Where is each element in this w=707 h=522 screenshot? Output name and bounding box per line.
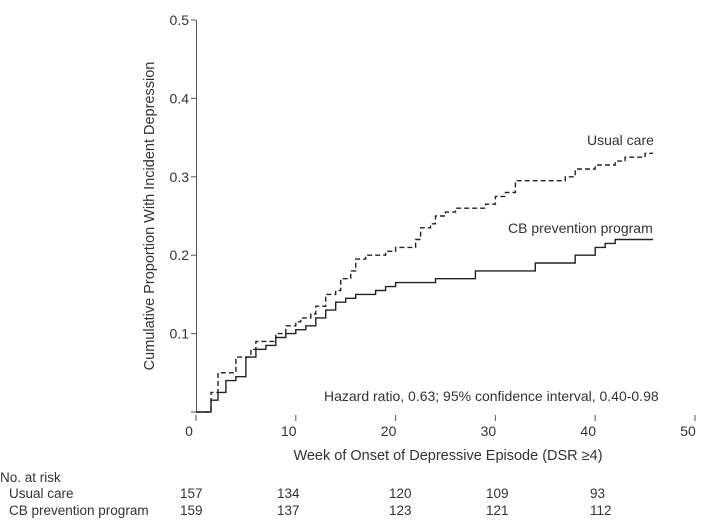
risk-row-label: CB prevention program: [9, 503, 149, 518]
x-tick-label: 20: [381, 423, 397, 439]
x-tick-label: 0: [185, 423, 193, 439]
y-tick-label: 0.5: [170, 12, 190, 28]
curves: [196, 152, 654, 413]
risk-value: 121: [486, 503, 509, 518]
risk-table: No. at risk Usual care CB prevention pro…: [0, 469, 707, 522]
y-tick-label: 0.4: [170, 90, 190, 106]
risk-value: 159: [180, 503, 203, 518]
usual-care-label: Usual care: [587, 132, 654, 148]
y-tick-label: 0.3: [170, 169, 190, 185]
axes: 0.1 0.2 0.3 0.4 0.5 0 10 20 30 40 50: [170, 12, 696, 439]
cb-program-label: CB prevention program: [508, 220, 653, 236]
x-tick-label: 10: [281, 423, 297, 439]
x-axis-title: Week of Onset of Depressive Episode (DSR…: [293, 448, 602, 464]
y-tick-label: 0.1: [170, 326, 190, 342]
y-tick-label: 0.2: [170, 247, 190, 263]
cb-prevention-program-curve: [196, 238, 654, 413]
risk-value: 157: [180, 486, 203, 501]
y-axis-title: Cumulative Proportion With Incident Depr…: [142, 62, 158, 371]
x-tick-label: 30: [481, 423, 497, 439]
risk-value: 109: [486, 486, 509, 501]
risk-row-label: Usual care: [9, 486, 74, 501]
risk-value: 134: [277, 486, 300, 501]
risk-table-title: No. at risk: [0, 470, 61, 485]
risk-value: 112: [590, 503, 612, 518]
x-tick-label: 40: [580, 423, 596, 439]
x-tick-label: 50: [680, 423, 696, 439]
risk-value: 93: [590, 486, 606, 501]
km-chart: 0.1 0.2 0.3 0.4 0.5 0 10 20 30 40 50 Cumulative Pr…: [142, 12, 696, 464]
risk-value: 137: [277, 503, 300, 518]
hazard-ratio-annotation: Hazard ratio, 0.63; 95% confidence inter…: [324, 388, 659, 404]
risk-value: 120: [389, 486, 412, 501]
risk-value: 123: [389, 503, 412, 518]
